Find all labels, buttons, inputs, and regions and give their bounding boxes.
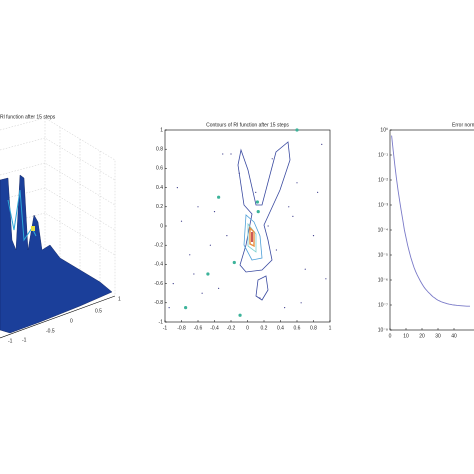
x-tick-label: 0.4	[277, 325, 284, 331]
point	[238, 172, 240, 174]
center-marker	[232, 260, 236, 265]
x-tick-label: -1	[163, 325, 168, 331]
center-marker	[238, 313, 242, 317]
x-tick-label: 40	[451, 333, 457, 339]
y-tick-label: 10⁻⁷	[378, 302, 388, 308]
point	[201, 292, 203, 294]
center-marker	[256, 210, 260, 214]
y-tick-label: -0.8	[154, 300, 163, 306]
center-marker	[217, 195, 221, 199]
y-tick-label: 10⁻⁴	[378, 227, 388, 233]
y-tick-label: 10⁻³	[378, 202, 388, 208]
point	[300, 302, 302, 304]
y-tick-label: 0	[160, 223, 163, 229]
chart-title: Rl function after 15 steps	[0, 114, 56, 120]
y-tick-label: -0.4	[154, 262, 163, 268]
y-tick-label: 0.5	[95, 308, 102, 314]
y-tick-label: 1	[118, 296, 121, 302]
point	[180, 220, 183, 222]
point	[172, 283, 174, 285]
y-tick-label: 10⁻⁶	[378, 277, 388, 283]
center-marker	[255, 200, 259, 204]
x-tick-label: -0.2	[227, 325, 236, 331]
chart-title: Contours of RI function after 15 steps	[206, 122, 289, 128]
contours	[237, 141, 291, 301]
point	[193, 273, 195, 275]
x-tick-label: 0	[389, 333, 392, 339]
x-tick-label: 0	[246, 325, 249, 331]
y-tick-label: 10⁰	[380, 127, 388, 133]
point	[321, 143, 323, 145]
y-tick-label: 0.6	[156, 166, 163, 172]
x-tick-label: 0.6	[294, 325, 301, 331]
point	[222, 153, 224, 155]
y-tick-label: 0.8	[156, 147, 163, 153]
x-tick-label: 20	[419, 333, 425, 339]
y-tick-label: 1	[160, 127, 163, 133]
y-tick-label: -0.5	[46, 328, 55, 334]
y-tick-label: 10⁻²	[378, 177, 388, 183]
y-tick-label: 10⁻⁸	[378, 327, 388, 333]
x-tick-label: 0.2	[261, 325, 268, 331]
point	[271, 158, 273, 160]
y-tick-label: -1	[22, 337, 27, 343]
y-tick-label: 0	[70, 318, 73, 324]
y-tick-label: 10⁻⁵	[378, 252, 388, 258]
chart-title: Error norm	[452, 122, 474, 128]
point	[312, 235, 315, 237]
point	[304, 268, 306, 270]
center-marker	[206, 272, 210, 276]
point	[296, 182, 298, 184]
point	[317, 191, 319, 193]
point	[209, 244, 211, 246]
center-marker	[184, 306, 188, 310]
center-marker	[295, 128, 299, 132]
y-tick-label: -0.6	[154, 281, 163, 287]
x-tick-label: -0.6	[194, 325, 203, 331]
point	[226, 235, 228, 237]
y-tick-label: 0.2	[156, 204, 163, 210]
point	[288, 206, 290, 208]
point	[325, 278, 327, 280]
x-tick-label: 30	[435, 333, 441, 339]
surface	[0, 174, 113, 334]
point	[292, 215, 294, 217]
point	[230, 153, 232, 155]
point	[267, 225, 269, 227]
point	[189, 254, 191, 256]
surface-peak	[31, 226, 35, 231]
x-tick-label: -0.8	[177, 325, 186, 331]
x-tick-label: -1	[8, 338, 13, 344]
y-tick-label: 0.4	[156, 185, 163, 191]
x-tick-label: 1	[329, 325, 332, 331]
x-tick-label: 0.8	[310, 325, 317, 331]
point	[168, 307, 170, 309]
point	[213, 211, 216, 213]
line	[391, 135, 470, 307]
point	[284, 307, 286, 309]
point	[218, 287, 220, 289]
y-tick-label: -0.2	[154, 243, 163, 249]
point	[197, 206, 199, 208]
x-tick-label: 10	[403, 333, 409, 339]
x-tick-label: -0.4	[210, 325, 219, 331]
point	[259, 297, 261, 299]
point	[255, 191, 257, 193]
point	[275, 249, 277, 251]
y-tick-label: 10⁻¹	[378, 152, 388, 158]
point	[176, 187, 178, 189]
y-tick-label: -1	[159, 319, 164, 325]
